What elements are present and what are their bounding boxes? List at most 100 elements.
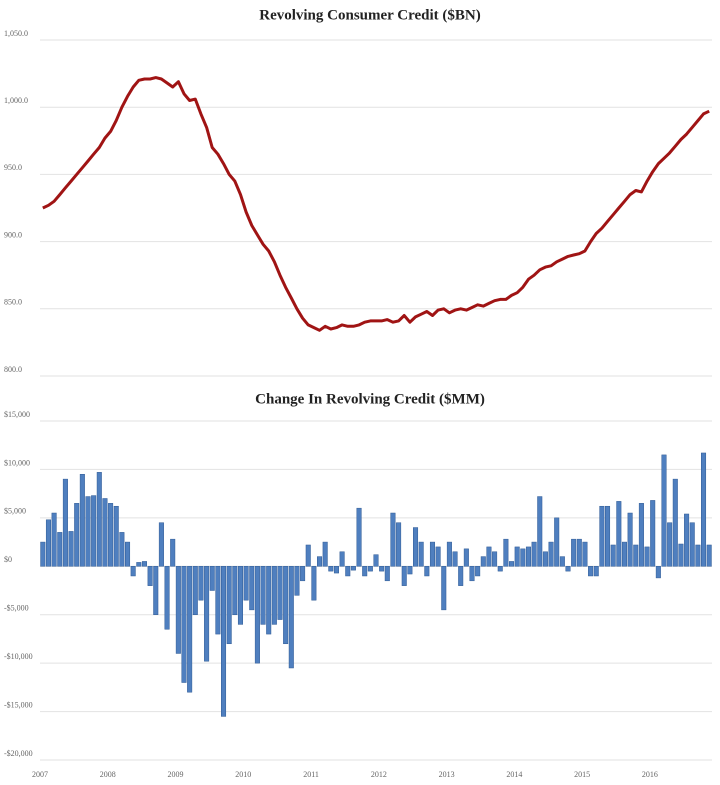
bar	[345, 566, 351, 577]
y-tick-label: $15,000	[4, 410, 30, 419]
bar	[40, 541, 46, 567]
bar	[616, 501, 622, 567]
y-tick-label: 850.0	[4, 298, 22, 307]
y-tick-label: -$15,000	[4, 700, 33, 709]
bar	[322, 541, 328, 567]
bar	[610, 544, 616, 567]
bar	[480, 556, 486, 567]
bar	[294, 566, 300, 596]
bar	[305, 544, 311, 567]
bar	[542, 551, 548, 567]
bar	[300, 566, 306, 582]
bar	[170, 538, 176, 567]
bar	[45, 519, 51, 567]
bar	[158, 522, 164, 567]
bar	[650, 500, 656, 567]
chart-title: Revolving Consumer Credit ($BN)	[259, 7, 481, 23]
x-tick-label: 2009	[168, 770, 184, 779]
bar	[441, 566, 447, 611]
bar	[469, 566, 475, 582]
bar	[701, 452, 707, 567]
bar	[446, 541, 452, 567]
bar	[492, 551, 498, 567]
bar	[418, 541, 424, 567]
bar	[486, 546, 492, 567]
bar	[458, 566, 464, 586]
bar	[57, 532, 63, 567]
bar	[74, 503, 80, 567]
bar	[136, 562, 142, 567]
bar	[356, 507, 362, 567]
bar	[175, 566, 181, 654]
bar	[164, 566, 170, 630]
bar	[85, 496, 91, 567]
bar	[192, 566, 198, 615]
bar	[226, 566, 232, 645]
bar	[452, 551, 458, 567]
y-tick-label: 1,000.0	[4, 96, 28, 105]
bar	[243, 566, 249, 601]
bar	[463, 548, 469, 567]
bar	[678, 543, 684, 567]
bar	[108, 503, 114, 567]
bar	[350, 566, 356, 571]
bar	[661, 454, 667, 567]
bar	[571, 538, 577, 567]
bar	[559, 556, 565, 567]
bar	[644, 546, 650, 567]
bar	[706, 544, 712, 567]
bar	[119, 532, 125, 567]
x-tick-label: 2007	[32, 770, 48, 779]
bar	[125, 541, 131, 567]
bar	[621, 541, 627, 567]
bar	[667, 522, 673, 567]
bar	[548, 541, 554, 567]
line	[42, 76, 710, 332]
bar	[514, 546, 520, 567]
bar	[576, 538, 582, 567]
bar	[215, 566, 221, 635]
bar	[424, 566, 430, 577]
bar	[187, 566, 193, 693]
bar	[633, 544, 639, 567]
bar	[582, 541, 588, 567]
bar	[68, 531, 74, 567]
x-tick-label: 2015	[574, 770, 590, 779]
bar	[537, 496, 543, 567]
bar	[221, 566, 227, 717]
x-tick-label: 2010	[235, 770, 251, 779]
bar	[672, 478, 678, 567]
bar	[367, 566, 373, 572]
bar	[204, 566, 210, 662]
bar	[91, 495, 97, 567]
bar	[254, 566, 260, 664]
bar	[141, 561, 147, 567]
bar	[689, 522, 695, 567]
bar	[339, 551, 345, 567]
bar	[277, 566, 283, 620]
bar	[407, 566, 413, 575]
bar	[599, 505, 605, 567]
bar	[509, 561, 515, 567]
bar	[695, 544, 701, 567]
y-tick-label: 950.0	[4, 163, 22, 172]
x-tick-label: 2012	[371, 770, 387, 779]
bar	[684, 513, 690, 567]
y-tick-label: $0	[4, 555, 12, 564]
bar	[520, 548, 526, 567]
bar	[379, 566, 385, 572]
bar	[384, 566, 390, 582]
bar	[237, 566, 243, 625]
bar	[260, 566, 266, 625]
bar	[271, 566, 277, 625]
bar	[209, 566, 215, 591]
bar	[153, 566, 159, 615]
y-tick-label: 800.0	[4, 365, 22, 374]
bar	[266, 566, 272, 635]
bar	[317, 556, 323, 567]
bar	[102, 498, 108, 567]
x-tick-label: 2008	[100, 770, 116, 779]
bar	[333, 566, 339, 574]
bar	[401, 566, 407, 586]
